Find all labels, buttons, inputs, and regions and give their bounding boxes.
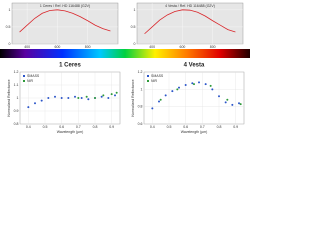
y-tick-label: 0 [9,42,11,46]
data-point [47,97,50,99]
data-point [87,98,90,101]
data-point [211,88,214,91]
legend-swatch [147,80,149,82]
x-tick-label: 0.4 [150,125,155,129]
x-tick-label: 600 [55,45,61,49]
data-point [60,97,63,99]
x-axis-label: Wavelength (µm) [181,130,208,134]
x-tick-label: 0.6 [183,125,188,129]
legend-label: SMASS [27,74,40,78]
data-point [54,95,56,98]
y-tick-label: 1.1 [14,83,19,87]
data-point [102,94,105,97]
data-point [67,97,70,99]
y-axis-label: Normalized Reflectance [7,79,11,116]
x-axis-label: Wavelength (µm) [57,130,84,134]
data-point [80,97,83,99]
legend-label: SMASS [151,74,164,78]
x-tick-label: 0.7 [76,125,81,129]
data-point [231,103,234,106]
legend-label: NIR [27,79,34,83]
chart-title: 1 Ceres / Ref. HD 116488 (G2V) [40,4,90,8]
legend-label: NIR [151,79,158,83]
data-point [34,102,36,105]
data-point [159,98,162,101]
data-point [238,102,240,105]
data-line [19,9,111,33]
spectrum-strip [0,49,250,58]
data-point [164,94,167,97]
data-point [226,98,229,101]
data-point [27,106,30,109]
x-tick-label: 0.6 [59,125,64,129]
data-point [151,107,154,110]
x-tick-label: 0.5 [43,125,48,129]
data-point [94,97,96,99]
x-tick-label: 400 [24,45,30,49]
chart-title: 4 Vesta / Ref. HD 116488 (G2V) [165,4,215,8]
legend-swatch [23,75,25,77]
chart-title: 4 Vesta [184,63,205,69]
data-point [204,83,207,86]
data-point [176,88,179,91]
data-point [74,95,76,98]
legend-swatch [147,75,149,77]
x-tick-label: 800 [85,45,91,49]
y-tick-label: 1 [9,8,11,12]
data-point [239,103,242,106]
data-point [85,95,88,98]
y-tick-label: 0.5 [6,25,11,29]
data-point [115,91,118,94]
x-tick-label: 0.8 [93,125,98,129]
data-point [40,99,43,102]
data-point [191,82,194,85]
data-point [193,83,195,86]
x-tick-label: 400 [149,45,155,49]
y-tick-label: 0.8 [138,105,143,109]
legend-swatch [23,80,25,82]
y-tick-label: 1.2 [14,70,19,74]
figure: 0 0.5 1 400 600 800 1 Ceres / Ref. HD 116488 (… [0,2,250,134]
y-tick-label: 0 [134,42,136,46]
y-tick-label: 0.9 [14,109,19,113]
data-point [178,86,180,89]
x-tick-label: 600 [180,45,186,49]
data-point [198,81,200,84]
y-tick-label: 1.2 [138,70,143,74]
data-point [171,90,174,93]
x-tick-label: 0.9 [233,125,238,129]
data-point [224,101,227,104]
data-point [77,97,80,99]
y-tick-label: 0.5 [131,25,136,29]
x-tick-label: 0.4 [26,125,31,129]
data-line [144,9,236,35]
chart-title: 1 Ceres [59,63,81,69]
data-point [100,95,103,98]
data-point [184,84,187,86]
x-tick-label: 0.8 [217,125,222,129]
plot-area [136,2,244,45]
data-point [107,97,110,99]
y-tick-label: 1 [141,87,143,91]
plot-area [143,71,245,125]
data-point [158,100,160,103]
data-point [114,94,116,97]
y-axis-label: Normalized Reflectance [131,79,135,116]
x-tick-label: 0.9 [109,125,114,129]
y-tick-label: 1 [17,96,19,100]
x-tick-label: 800 [210,45,216,49]
data-point [218,95,220,98]
data-point [110,93,113,96]
plot-area [11,2,119,45]
y-tick-label: 0.6 [138,122,143,126]
y-tick-label: 1 [134,8,136,12]
y-tick-label: 0.8 [14,122,19,126]
data-point [209,84,212,87]
x-tick-label: 0.5 [167,125,172,129]
x-tick-label: 0.7 [200,125,205,129]
